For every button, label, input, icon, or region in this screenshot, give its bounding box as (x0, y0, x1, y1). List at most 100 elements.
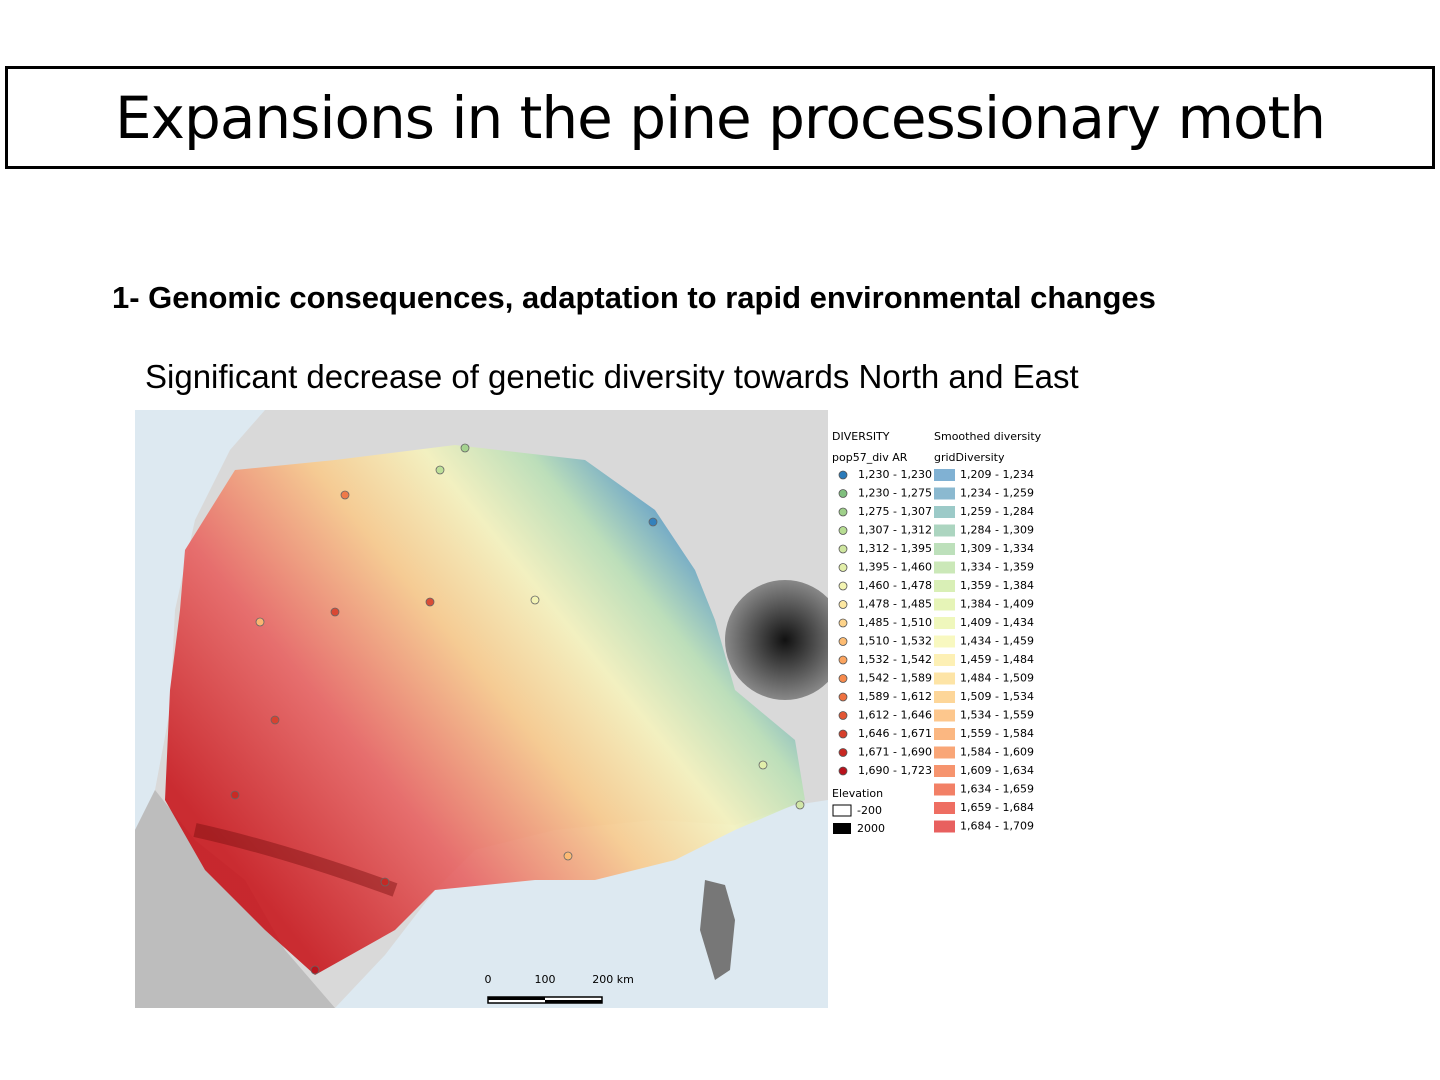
legend-label: 1,484 - 1,509 (960, 672, 1034, 685)
legend-label: 1,359 - 1,384 (960, 579, 1034, 592)
legend-subtitle: pop57_div AR (832, 451, 908, 464)
legend-swatch (934, 617, 955, 629)
scale-bar (487, 996, 603, 1004)
legend-swatch (934, 802, 955, 814)
legend-label: 1,510 - 1,532 (858, 635, 932, 648)
legend-label: 1,209 - 1,234 (960, 468, 1034, 481)
legend-point (838, 655, 848, 665)
legend-label: 1,230 - 1,275 (858, 487, 932, 500)
site (340, 490, 350, 500)
legend-label: 1,459 - 1,484 (960, 653, 1034, 666)
legend-label: 1,384 - 1,409 (960, 598, 1034, 611)
elevation-swatch (832, 804, 852, 817)
legend-label: 1,460 - 1,478 (858, 579, 932, 592)
legend-swatch (934, 543, 955, 555)
legend-label: 1,307 - 1,312 (858, 524, 932, 537)
legend-label: 1,234 - 1,259 (960, 487, 1034, 500)
legend-label: 1,684 - 1,709 (960, 820, 1034, 833)
site (230, 790, 240, 800)
legend-point (838, 470, 848, 480)
legend-point (838, 674, 848, 683)
scale-label: 200 km (592, 973, 634, 986)
legend-point (838, 692, 848, 702)
legend-swatch (934, 598, 955, 611)
legend-point (838, 489, 848, 498)
legend-label: 1,485 - 1,510 (858, 616, 932, 629)
mountains (193, 823, 398, 897)
site (380, 877, 390, 887)
legend-point (838, 766, 848, 776)
legend-label: 1,284 - 1,309 (960, 524, 1034, 537)
diversity-surface (165, 445, 805, 975)
legend-point (838, 563, 848, 572)
legend-point (838, 600, 848, 609)
sea (335, 800, 828, 1008)
legend-label: 1,589 - 1,612 (858, 690, 932, 703)
site (330, 607, 340, 617)
site (255, 617, 265, 627)
legend-label: 1,509 - 1,534 (960, 690, 1034, 703)
site (530, 595, 540, 605)
legend-label: 1,334 - 1,359 (960, 561, 1034, 574)
legend-label: 1,395 - 1,460 (858, 561, 932, 574)
legend-label: 1,259 - 1,284 (960, 505, 1034, 518)
legend-label: 1,690 - 1,723 (858, 764, 932, 777)
legend-swatch (934, 672, 955, 685)
legend-swatch (934, 469, 955, 481)
legend-point (838, 748, 848, 757)
legend-label: 1,612 - 1,646 (858, 709, 932, 722)
legend-label: 1,584 - 1,609 (960, 746, 1034, 759)
legend-point (838, 711, 848, 720)
text: Significant decrease of genetic diversit… (145, 358, 1079, 395)
legend-label: 1,542 - 1,589 (858, 672, 932, 685)
legend-label: 1,559 - 1,584 (960, 727, 1034, 740)
legend-label: 1,275 - 1,307 (858, 505, 932, 518)
legend-label: 1,409 - 1,434 (960, 616, 1034, 629)
site (795, 800, 805, 810)
site (270, 715, 280, 725)
legend-label: -200 (857, 804, 882, 817)
legend-point (838, 544, 848, 554)
legend-swatch (934, 580, 955, 592)
legend-label: 1,309 - 1,334 (960, 542, 1034, 555)
site (460, 443, 470, 453)
legend-label: 1,646 - 1,671 (858, 727, 932, 740)
legend-subtitle: gridDiversity (934, 451, 1005, 464)
legend-label: 1,609 - 1,634 (960, 764, 1034, 777)
heading: 1- Genomic consequences, adaptation to r… (112, 280, 1156, 315)
legend-title: Elevation (832, 787, 883, 800)
mountains (725, 580, 828, 700)
legend-swatch (934, 487, 955, 500)
site (310, 965, 320, 975)
legend-swatch (934, 820, 955, 833)
legend-swatch (934, 561, 955, 574)
legend-swatch (934, 728, 955, 740)
legend-label: 1,532 - 1,542 (858, 653, 932, 666)
scale-label: 100 (535, 973, 556, 986)
legend-swatch (934, 691, 955, 703)
legend-point (838, 637, 848, 646)
legend-swatch (934, 524, 955, 537)
scale-bar (545, 1000, 602, 1003)
legend-label: 1,230 - 1,230 (858, 468, 932, 481)
legend-swatch (934, 709, 955, 722)
legend-swatch (934, 635, 955, 648)
site (425, 597, 435, 607)
legend-point (838, 618, 848, 628)
scale-bar (488, 997, 545, 1000)
site (758, 760, 768, 770)
site (435, 465, 445, 475)
sea (135, 410, 265, 830)
legend-label: 1,671 - 1,690 (858, 746, 932, 759)
legend-label: 1,478 - 1,485 (858, 598, 932, 611)
elevation-swatch (833, 823, 851, 834)
legend-label: 2000 (857, 822, 885, 835)
island (700, 880, 735, 980)
legend-swatch (934, 783, 955, 796)
scale-label: 0 (485, 973, 492, 986)
site (563, 851, 573, 861)
legend-label: 1,634 - 1,659 (960, 783, 1034, 796)
legend-label: 1,659 - 1,684 (960, 801, 1034, 814)
site (648, 517, 658, 527)
